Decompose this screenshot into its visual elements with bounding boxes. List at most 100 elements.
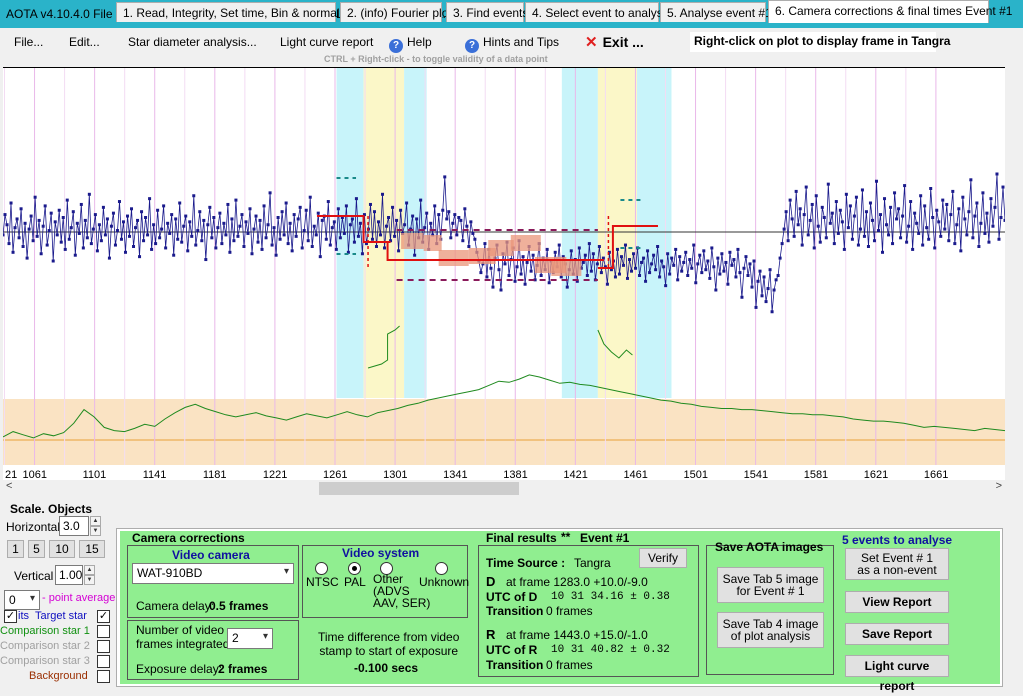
comparison-star-2-checkbox[interactable] [97, 640, 110, 653]
data-point [87, 192, 91, 196]
menu-light-curve-report[interactable]: Light curve report [280, 35, 374, 49]
plot-scrollbar[interactable]: < > [3, 480, 1005, 497]
comparison-star-3-checkbox[interactable] [97, 655, 110, 668]
tab-select-event[interactable]: 4. Select event to analyse [525, 2, 669, 22]
data-point [244, 220, 248, 224]
zoom-15-button[interactable]: 15 [79, 540, 105, 558]
light-curve-plot[interactable]: 21 1061 1101 1141 1181 1221 1261 1301 1341 1381 14… [3, 67, 1005, 481]
data-point [383, 246, 387, 250]
data-point [762, 275, 766, 279]
spin-up-icon[interactable]: ▲ [84, 565, 95, 575]
target-star-checkbox[interactable]: ✓ [97, 610, 110, 623]
help-icon: ? [465, 39, 479, 53]
horizontal-scale-input[interactable]: 3.0 [59, 516, 89, 536]
data-point [286, 242, 290, 246]
tab-read-integrity[interactable]: 1. Read, Integrity, Set time, Bin & norm… [116, 2, 355, 22]
data-point [198, 210, 202, 214]
data-point [826, 182, 830, 186]
menu-hints[interactable]: ? Hints and Tips [465, 35, 559, 53]
data-point [326, 200, 330, 204]
set-non-event-button[interactable]: Set Event # 1 as a non-event [845, 548, 949, 580]
data-point [489, 266, 493, 270]
menu-help[interactable]: ? Help [389, 35, 432, 53]
spin-down-icon[interactable]: ▼ [84, 575, 95, 585]
data-point [212, 216, 216, 219]
tab-fourier-plot[interactable]: 2. (info) Fourier plot [340, 2, 452, 22]
spin-up-icon[interactable]: ▲ [90, 516, 101, 526]
x-tick-label: 1261 [323, 469, 347, 481]
data-point [722, 269, 726, 273]
menu-exit[interactable]: ✕ Exit ... [585, 33, 644, 51]
data-point [111, 211, 115, 215]
pal-radio[interactable] [348, 562, 361, 575]
scroll-left-icon[interactable]: < [6, 480, 13, 492]
data-point [59, 240, 63, 244]
menu-file[interactable]: File... [14, 35, 44, 49]
data-point [164, 246, 168, 250]
tab-find-events[interactable]: 3. Find events [446, 2, 528, 22]
data-point [89, 242, 93, 246]
light-curve-report-button[interactable]: Light curve report [845, 655, 949, 693]
data-point [766, 287, 770, 291]
final-results-marker: ** [561, 530, 571, 544]
point-average-select[interactable]: 0 ▾ [4, 590, 40, 610]
data-point [132, 245, 136, 248]
other-radio[interactable] [380, 562, 393, 575]
x-tick-label: 1221 [263, 469, 287, 481]
confidence-block [438, 250, 469, 266]
spin-down-icon[interactable]: ▼ [90, 526, 101, 536]
tab-camera-corrections[interactable]: 6. Camera corrections & final times Even… [768, 0, 1012, 23]
background-checkbox[interactable] [97, 670, 110, 683]
scroll-thumb[interactable] [319, 482, 519, 495]
data-point [798, 207, 802, 211]
unknown-label: Unknown [419, 575, 470, 589]
zoom-1-button[interactable]: 1 [7, 540, 24, 558]
data-point [43, 204, 47, 208]
view-report-button[interactable]: View Report [845, 591, 949, 613]
save-tab5-button[interactable]: Save Tab 5 image for Event # 1 [717, 567, 824, 603]
data-point [77, 231, 81, 235]
zoom-5-button[interactable]: 5 [28, 540, 45, 558]
menu-star-diameter[interactable]: Star diameter analysis... [128, 35, 257, 49]
vertical-scale-input[interactable]: 1.00 [55, 565, 83, 585]
step-model-r [597, 225, 658, 269]
data-point [842, 247, 846, 251]
data-point [734, 275, 738, 279]
data-point [824, 236, 828, 240]
menu-edit[interactable]: Edit... [69, 35, 100, 49]
tab-analyse-event[interactable]: 5. Analyse event #1 [660, 2, 772, 22]
data-point [893, 191, 897, 195]
save-tab4-button[interactable]: Save Tab 4 image of plot analysis [717, 612, 824, 648]
data-point [619, 255, 623, 259]
target-star-left-checkbox[interactable]: ✓ [4, 610, 17, 623]
verify-button[interactable]: Verify [639, 548, 687, 568]
data-point [561, 255, 565, 259]
scroll-right-icon[interactable]: > [995, 480, 1002, 492]
data-point [228, 250, 232, 254]
frames-integrated-value: 2 [232, 631, 239, 645]
data-point [316, 211, 320, 215]
data-point [230, 217, 234, 221]
data-point [583, 253, 587, 257]
light-curve-svg[interactable]: 21 1061 1101 1141 1181 1221 1261 1301 1341 1381 14… [3, 68, 1005, 481]
data-point [288, 221, 292, 225]
zoom-10-button[interactable]: 10 [49, 540, 75, 558]
ntsc-radio[interactable] [315, 562, 328, 575]
data-point [374, 245, 378, 248]
data-point [879, 213, 883, 217]
data-point [706, 259, 710, 263]
data-point [49, 211, 53, 215]
menu-help-label: Help [407, 35, 432, 49]
data-point [499, 288, 503, 292]
data-point [792, 234, 796, 238]
data-point [664, 284, 668, 288]
save-report-button[interactable]: Save Report [845, 623, 949, 645]
data-point [832, 242, 836, 246]
data-point [3, 233, 5, 237]
data-point [887, 233, 891, 237]
data-point [814, 194, 818, 198]
unknown-radio[interactable] [435, 562, 448, 575]
frames-integrated-select[interactable]: 2 ▾ [227, 628, 273, 649]
camera-model-select[interactable]: WAT-910BD ▾ [132, 563, 294, 584]
comparison-star-1-checkbox[interactable] [97, 625, 110, 638]
